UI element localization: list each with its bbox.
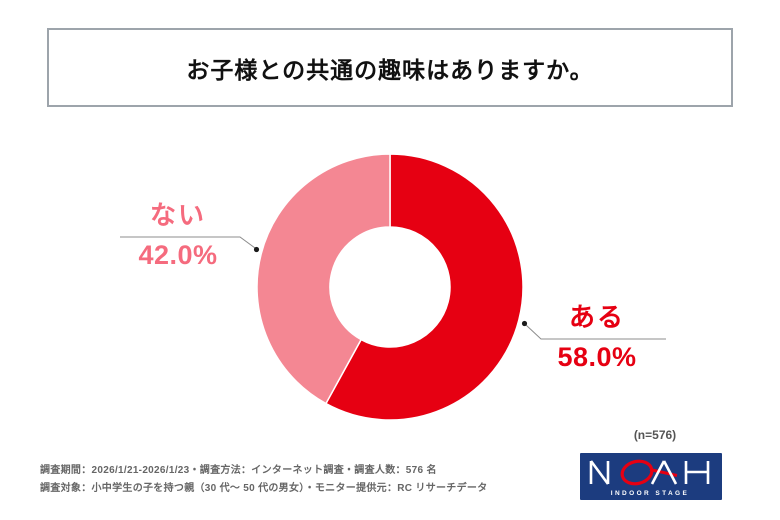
donut-slice-aru <box>325 153 524 421</box>
leader-dot-aru <box>521 320 528 327</box>
slice-label-nai: ない 42.0% <box>93 198 263 272</box>
slice-name-aru: ある <box>568 302 625 332</box>
logo-racket-head-icon <box>620 459 654 486</box>
donut-chart <box>120 153 666 421</box>
logo-subtext: INDOOR STAGE <box>611 490 690 497</box>
leader-dot-nai <box>253 246 260 253</box>
sample-size-label: (n=576) <box>633 428 677 442</box>
survey-notes: 調査期間：2026/1/21-2026/1/23・調査方法：インターネット調査・… <box>40 462 488 498</box>
noah-logo: INDOOR STAGE <box>580 453 722 500</box>
page-title: お子様との共通の趣味はありますか。 <box>186 56 594 83</box>
survey-note-line1: 調査期間：2026/1/21-2026/1/23・調査方法：インターネット調査・… <box>40 465 437 476</box>
survey-note-line2: 調査対象：小中学生の子を持つ親（30 代～ 50 代の男女）・モニター提供元：R… <box>40 483 488 494</box>
slice-value-nai: 42.0% <box>138 240 218 270</box>
logo-letter-a <box>650 460 678 485</box>
slice-name-nai: ない <box>149 200 206 230</box>
donut-slices <box>256 153 524 421</box>
leader-line-aru <box>525 324 666 340</box>
slice-value-aru: 58.0% <box>557 342 637 372</box>
noah-logo-art: INDOOR STAGE <box>589 459 710 497</box>
logo-letter-h <box>684 461 710 484</box>
logo-racket-handle-icon <box>649 468 678 477</box>
title-box: お子様との共通の趣味はありますか。 <box>47 28 733 107</box>
donut-slice-nai <box>256 153 391 405</box>
leader-line-nai <box>120 236 256 249</box>
logo-letter-n <box>589 460 610 485</box>
slice-label-aru: ある 58.0% <box>512 300 682 374</box>
